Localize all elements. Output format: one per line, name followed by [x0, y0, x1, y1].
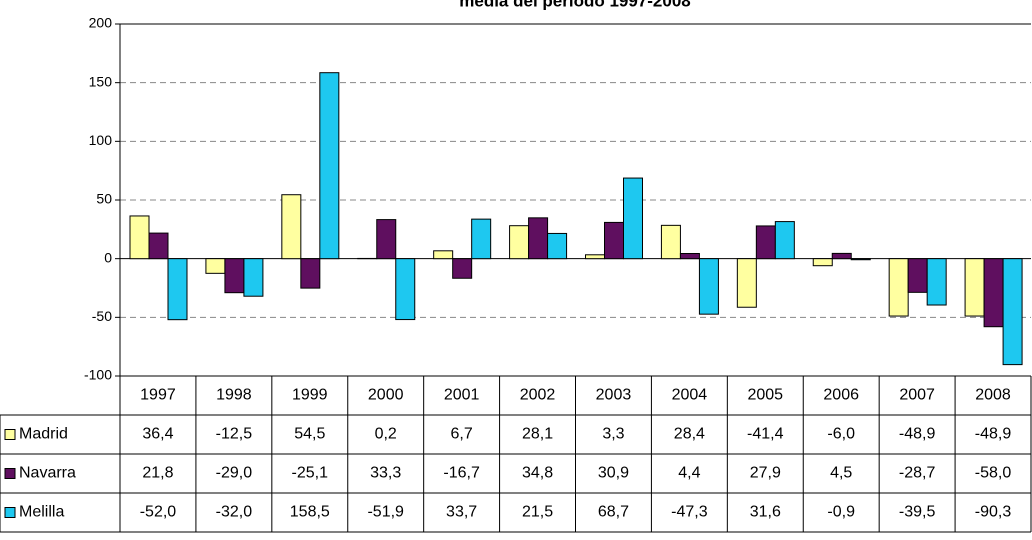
- table-value: -25,1: [292, 465, 329, 482]
- bar: [679, 253, 700, 260]
- bar: [471, 218, 492, 260]
- bar: [736, 258, 757, 308]
- x-tick-label: 2008: [975, 387, 1011, 404]
- table-value: 33,3: [370, 465, 401, 482]
- table-value: -16,7: [443, 465, 480, 482]
- bar: [167, 258, 188, 321]
- x-tick-label: 1997: [140, 387, 176, 404]
- y-tick-label: 0: [104, 249, 112, 265]
- table-value: 27,9: [750, 465, 781, 482]
- table-value: 34,8: [522, 465, 553, 482]
- bar: [376, 219, 397, 260]
- table-value: -6,0: [827, 426, 855, 443]
- bar: [812, 258, 833, 267]
- x-tick-label: 1998: [216, 387, 252, 404]
- x-tick-label: 2005: [747, 387, 783, 404]
- table-value: 30,9: [598, 465, 629, 482]
- table-value: 0,2: [375, 426, 397, 443]
- bar: [395, 258, 416, 321]
- bar: [205, 258, 226, 274]
- y-tick-label: 50: [96, 191, 112, 207]
- bar: [129, 215, 150, 260]
- bar: [926, 258, 947, 306]
- y-tick-label: -100: [84, 367, 112, 383]
- bar: [509, 225, 530, 260]
- bar: [604, 221, 624, 260]
- table-value: -39,5: [899, 504, 936, 521]
- bar: [755, 225, 776, 260]
- bar: [774, 221, 795, 260]
- bar: [831, 252, 852, 260]
- table-value: -48,9: [899, 426, 936, 443]
- bar: [964, 258, 985, 317]
- table-value: 6,7: [451, 426, 473, 443]
- bar: [1002, 258, 1023, 366]
- bar: [850, 258, 871, 261]
- legend-swatch: [4, 507, 16, 518]
- bar: [698, 258, 719, 315]
- bar: [623, 177, 643, 260]
- bar: [148, 232, 169, 260]
- bar: [907, 258, 928, 293]
- bar: [452, 258, 473, 279]
- table-value: 36,4: [142, 426, 173, 443]
- x-tick-label: 2002: [520, 387, 556, 404]
- table-value: 21,5: [522, 504, 553, 521]
- bar: [224, 258, 245, 294]
- table-value: 3,3: [602, 426, 624, 443]
- bar: [585, 254, 605, 260]
- bar: [300, 258, 321, 289]
- bar: [660, 224, 681, 260]
- legend-swatch: [4, 429, 16, 440]
- table-value: -90,3: [975, 504, 1012, 521]
- x-tick-label: 2000: [368, 387, 404, 404]
- legend-label: Navarra: [19, 465, 76, 482]
- y-tick-label: 200: [89, 15, 113, 31]
- y-tick-label: 100: [89, 132, 113, 148]
- bar: [547, 232, 568, 260]
- table-value: 4,4: [678, 465, 700, 482]
- table-value: 33,7: [446, 504, 477, 521]
- bar: [281, 194, 302, 260]
- bar: [888, 258, 909, 317]
- x-tick-label: 2001: [444, 387, 480, 404]
- table-value: -41,4: [747, 426, 784, 443]
- x-tick-label: 2006: [823, 387, 859, 404]
- table-value: -48,9: [975, 426, 1012, 443]
- bar: [528, 217, 549, 260]
- table-value: -0,9: [827, 504, 855, 521]
- table-value: -28,7: [899, 465, 936, 482]
- table-value: -51,9: [367, 504, 404, 521]
- x-tick-label: 2003: [596, 387, 632, 404]
- x-tick-label: 2004: [672, 387, 708, 404]
- table-value: -52,0: [140, 504, 177, 521]
- table-value: 158,5: [290, 504, 330, 521]
- bar: [319, 72, 340, 260]
- table-value: 28,4: [674, 426, 705, 443]
- table-value: 31,6: [750, 504, 781, 521]
- table-value: -32,0: [216, 504, 253, 521]
- legend-swatch: [4, 468, 16, 479]
- x-tick-label: 1999: [292, 387, 328, 404]
- table-value: 68,7: [598, 504, 629, 521]
- table-value: 21,8: [142, 465, 173, 482]
- table-value: -12,5: [216, 426, 253, 443]
- x-tick-label: 2007: [899, 387, 935, 404]
- legend-label: Melilla: [19, 504, 64, 521]
- legend-label: Madrid: [19, 426, 68, 443]
- table-value: -58,0: [975, 465, 1012, 482]
- table-value: 4,5: [830, 465, 852, 482]
- bar: [243, 258, 264, 297]
- table-value: -29,0: [216, 465, 253, 482]
- table-value: 54,5: [294, 426, 325, 443]
- chart-title: media del periodo 1997-2008: [459, 0, 691, 10]
- table-value: 28,1: [522, 426, 553, 443]
- bar: [983, 258, 1004, 328]
- table-value: -47,3: [671, 504, 708, 521]
- y-tick-label: 150: [89, 73, 113, 89]
- y-tick-label: -50: [92, 308, 112, 324]
- bar: [433, 250, 454, 260]
